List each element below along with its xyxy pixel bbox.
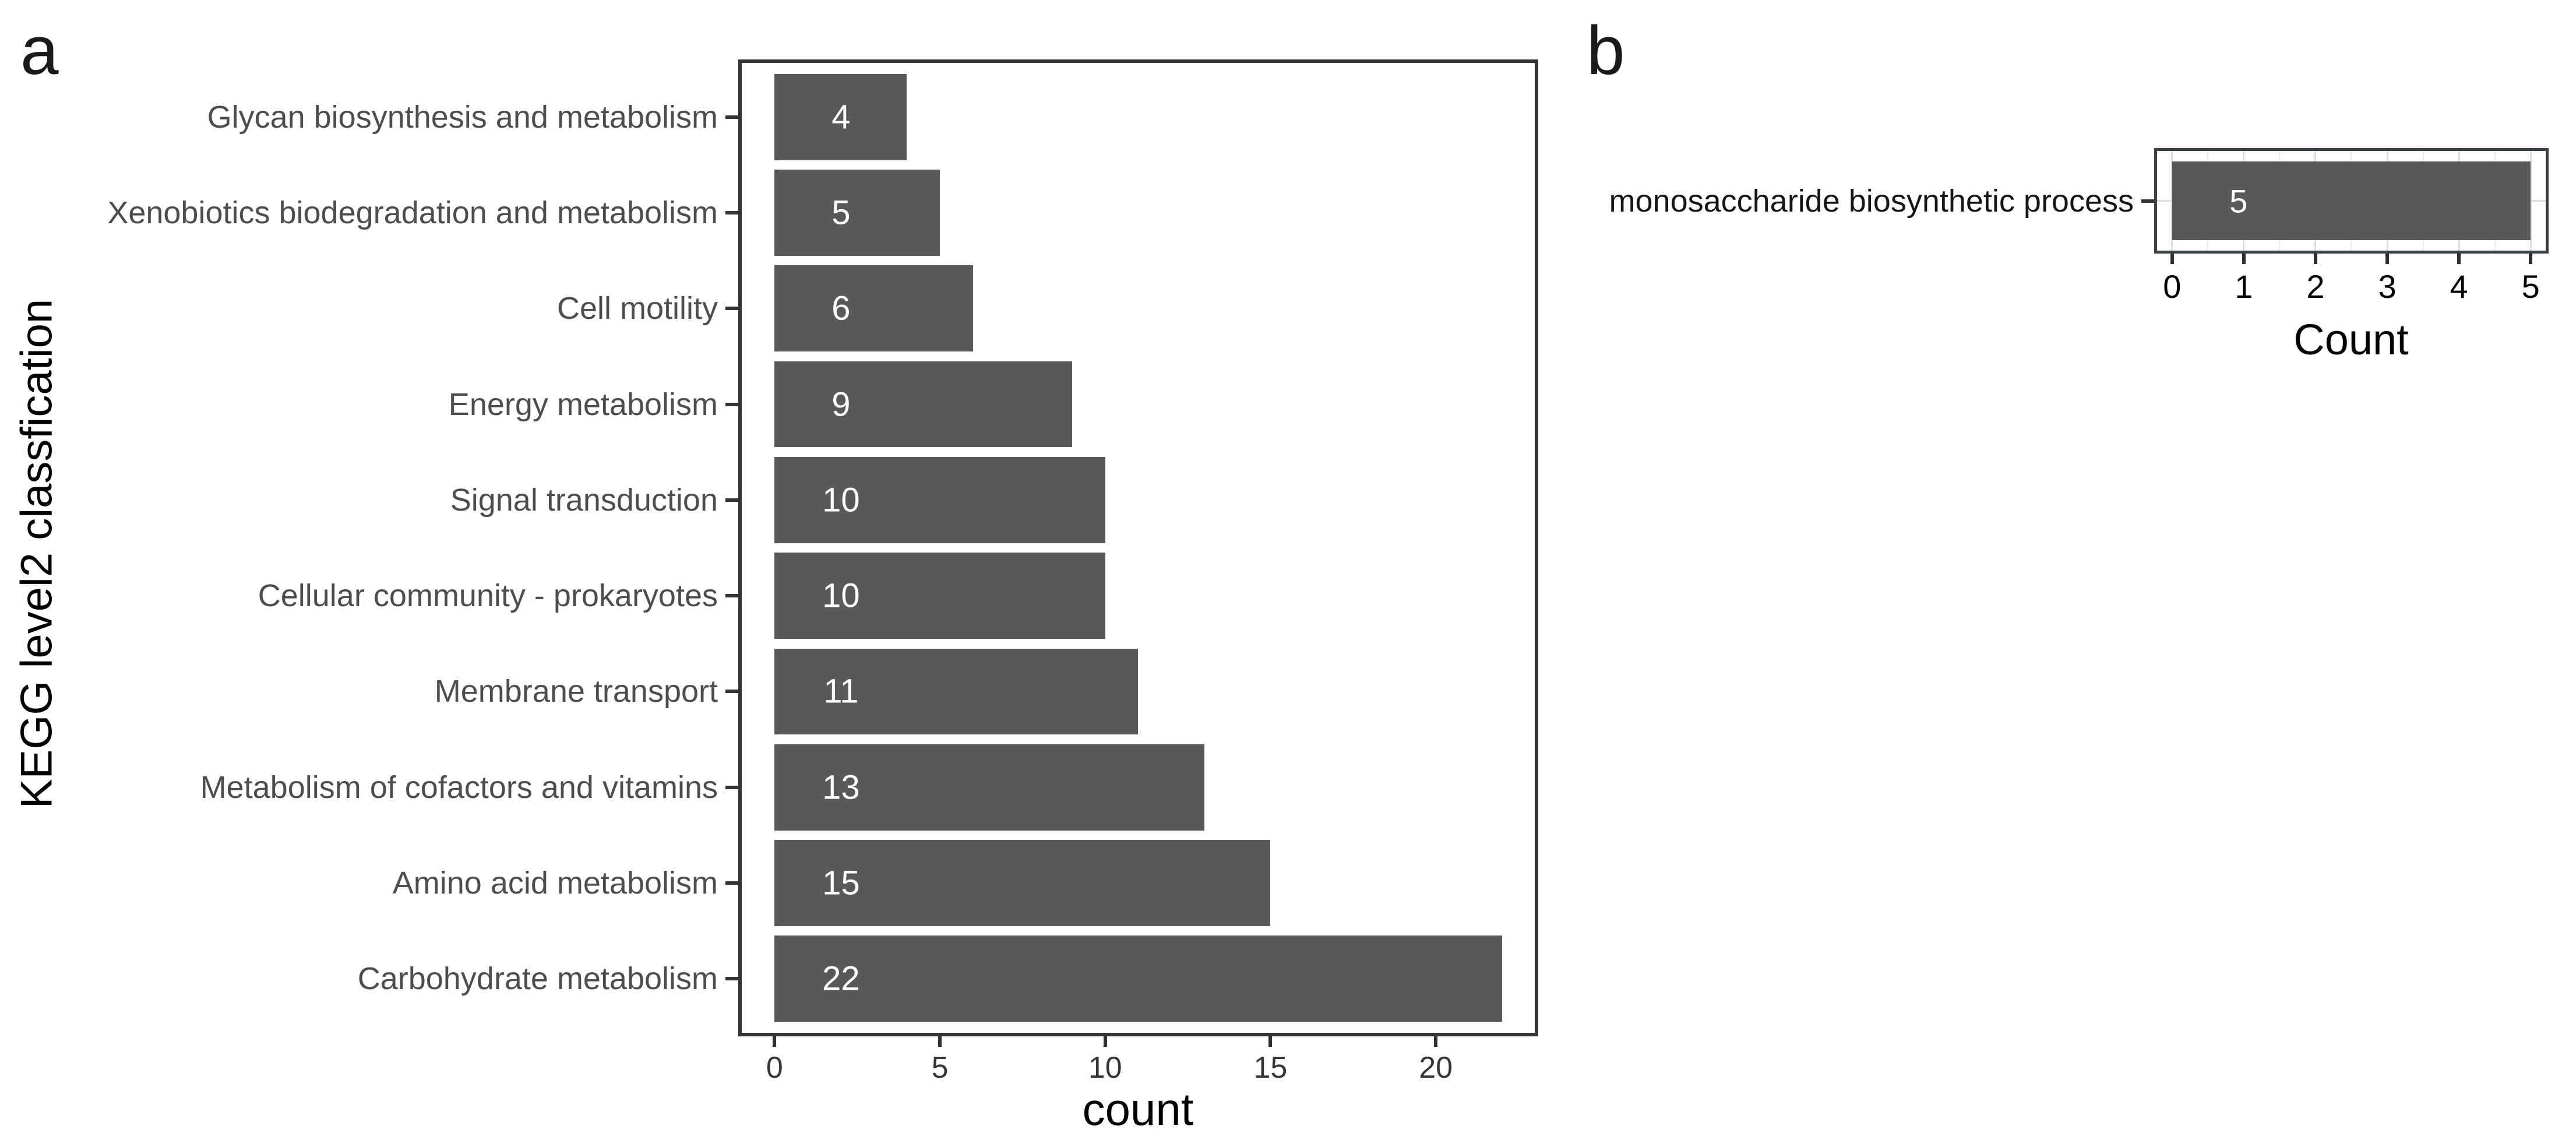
bar <box>774 73 907 160</box>
category-label: Energy metabolism <box>448 386 718 422</box>
bar <box>774 361 1072 448</box>
panel-a-label: a <box>20 12 59 89</box>
category-label: Signal transduction <box>450 482 718 518</box>
x-axis-tick <box>1268 1036 1273 1047</box>
y-axis-tick <box>725 594 738 598</box>
y-axis-tick <box>725 402 738 406</box>
bar-value-label: 10 <box>822 576 860 615</box>
y-axis-tick <box>725 498 738 502</box>
bar-value-label: 11 <box>823 672 859 711</box>
x-tick-label: 5 <box>2521 268 2540 305</box>
bar <box>774 169 940 256</box>
bar <box>774 744 1204 831</box>
category-label: Amino acid metabolism <box>392 866 718 901</box>
x-tick-label: 15 <box>1253 1051 1288 1085</box>
bar-value-label: 22 <box>822 959 860 998</box>
bar-value-label: 9 <box>831 385 851 424</box>
bar-value-label: 15 <box>822 864 860 902</box>
category-label: monosaccharide biosynthetic process <box>1609 183 2134 219</box>
category-label: Xenobiotics biodegradation and metabolis… <box>107 195 718 230</box>
bar <box>774 265 973 352</box>
y-axis-tick <box>725 690 738 694</box>
x-axis-tick <box>938 1036 942 1047</box>
x-axis-tick <box>2242 254 2246 264</box>
y-axis-tick <box>725 210 738 214</box>
x-tick-label: 0 <box>766 1051 783 1085</box>
category-label: Membrane transport <box>434 674 718 709</box>
bar <box>774 648 1139 735</box>
x-axis-tick <box>2313 254 2317 264</box>
y-axis-tick <box>725 977 738 981</box>
x-axis-tick <box>1434 1036 1438 1047</box>
panel-a-x-axis-title: count <box>1082 1084 1194 1135</box>
bar-value-label: 4 <box>831 98 851 136</box>
x-axis-tick <box>2529 254 2533 264</box>
bar <box>2172 161 2531 241</box>
bar-value-label: 6 <box>831 289 851 328</box>
panel-b-label: b <box>1587 12 1625 89</box>
category-label: Glycan biosynthesis and metabolism <box>207 99 718 135</box>
x-tick-label: 4 <box>2450 268 2468 305</box>
bar <box>774 840 1271 927</box>
x-tick-label: 3 <box>2378 268 2397 305</box>
panel-b-x-axis-title: Count <box>2293 315 2409 364</box>
bar <box>774 553 1105 639</box>
y-axis-tick <box>725 115 738 119</box>
x-tick-label: 5 <box>931 1051 949 1085</box>
y-axis-tick <box>725 307 738 311</box>
x-axis-tick <box>2170 254 2174 264</box>
x-tick-label: 2 <box>2306 268 2325 305</box>
bar-value-label: 5 <box>831 194 851 232</box>
bar-value-label: 5 <box>2229 182 2248 219</box>
y-axis-tick <box>725 785 738 789</box>
bar <box>774 935 1502 1022</box>
x-tick-label: 1 <box>2235 268 2253 305</box>
y-axis-tick <box>725 881 738 885</box>
category-label: Metabolism of cofactors and vitamins <box>200 769 718 805</box>
x-axis-tick <box>1103 1036 1107 1047</box>
x-axis-tick <box>2457 254 2461 264</box>
bar-value-label: 13 <box>822 768 860 807</box>
y-axis-tick <box>2141 199 2154 203</box>
category-label: Cell motility <box>556 291 718 326</box>
category-label: Carbohydrate metabolism <box>357 961 718 997</box>
x-tick-label: 10 <box>1088 1051 1122 1085</box>
bar-value-label: 10 <box>822 481 860 519</box>
x-axis-tick <box>2385 254 2390 264</box>
x-tick-label: 0 <box>2163 268 2182 305</box>
category-label: Cellular community - prokaryotes <box>258 578 718 614</box>
x-tick-label: 20 <box>1419 1051 1453 1085</box>
x-axis-tick <box>773 1036 777 1047</box>
bar <box>774 456 1105 543</box>
panel-a-y-axis-title: KEGG level2 classfication <box>12 298 62 809</box>
